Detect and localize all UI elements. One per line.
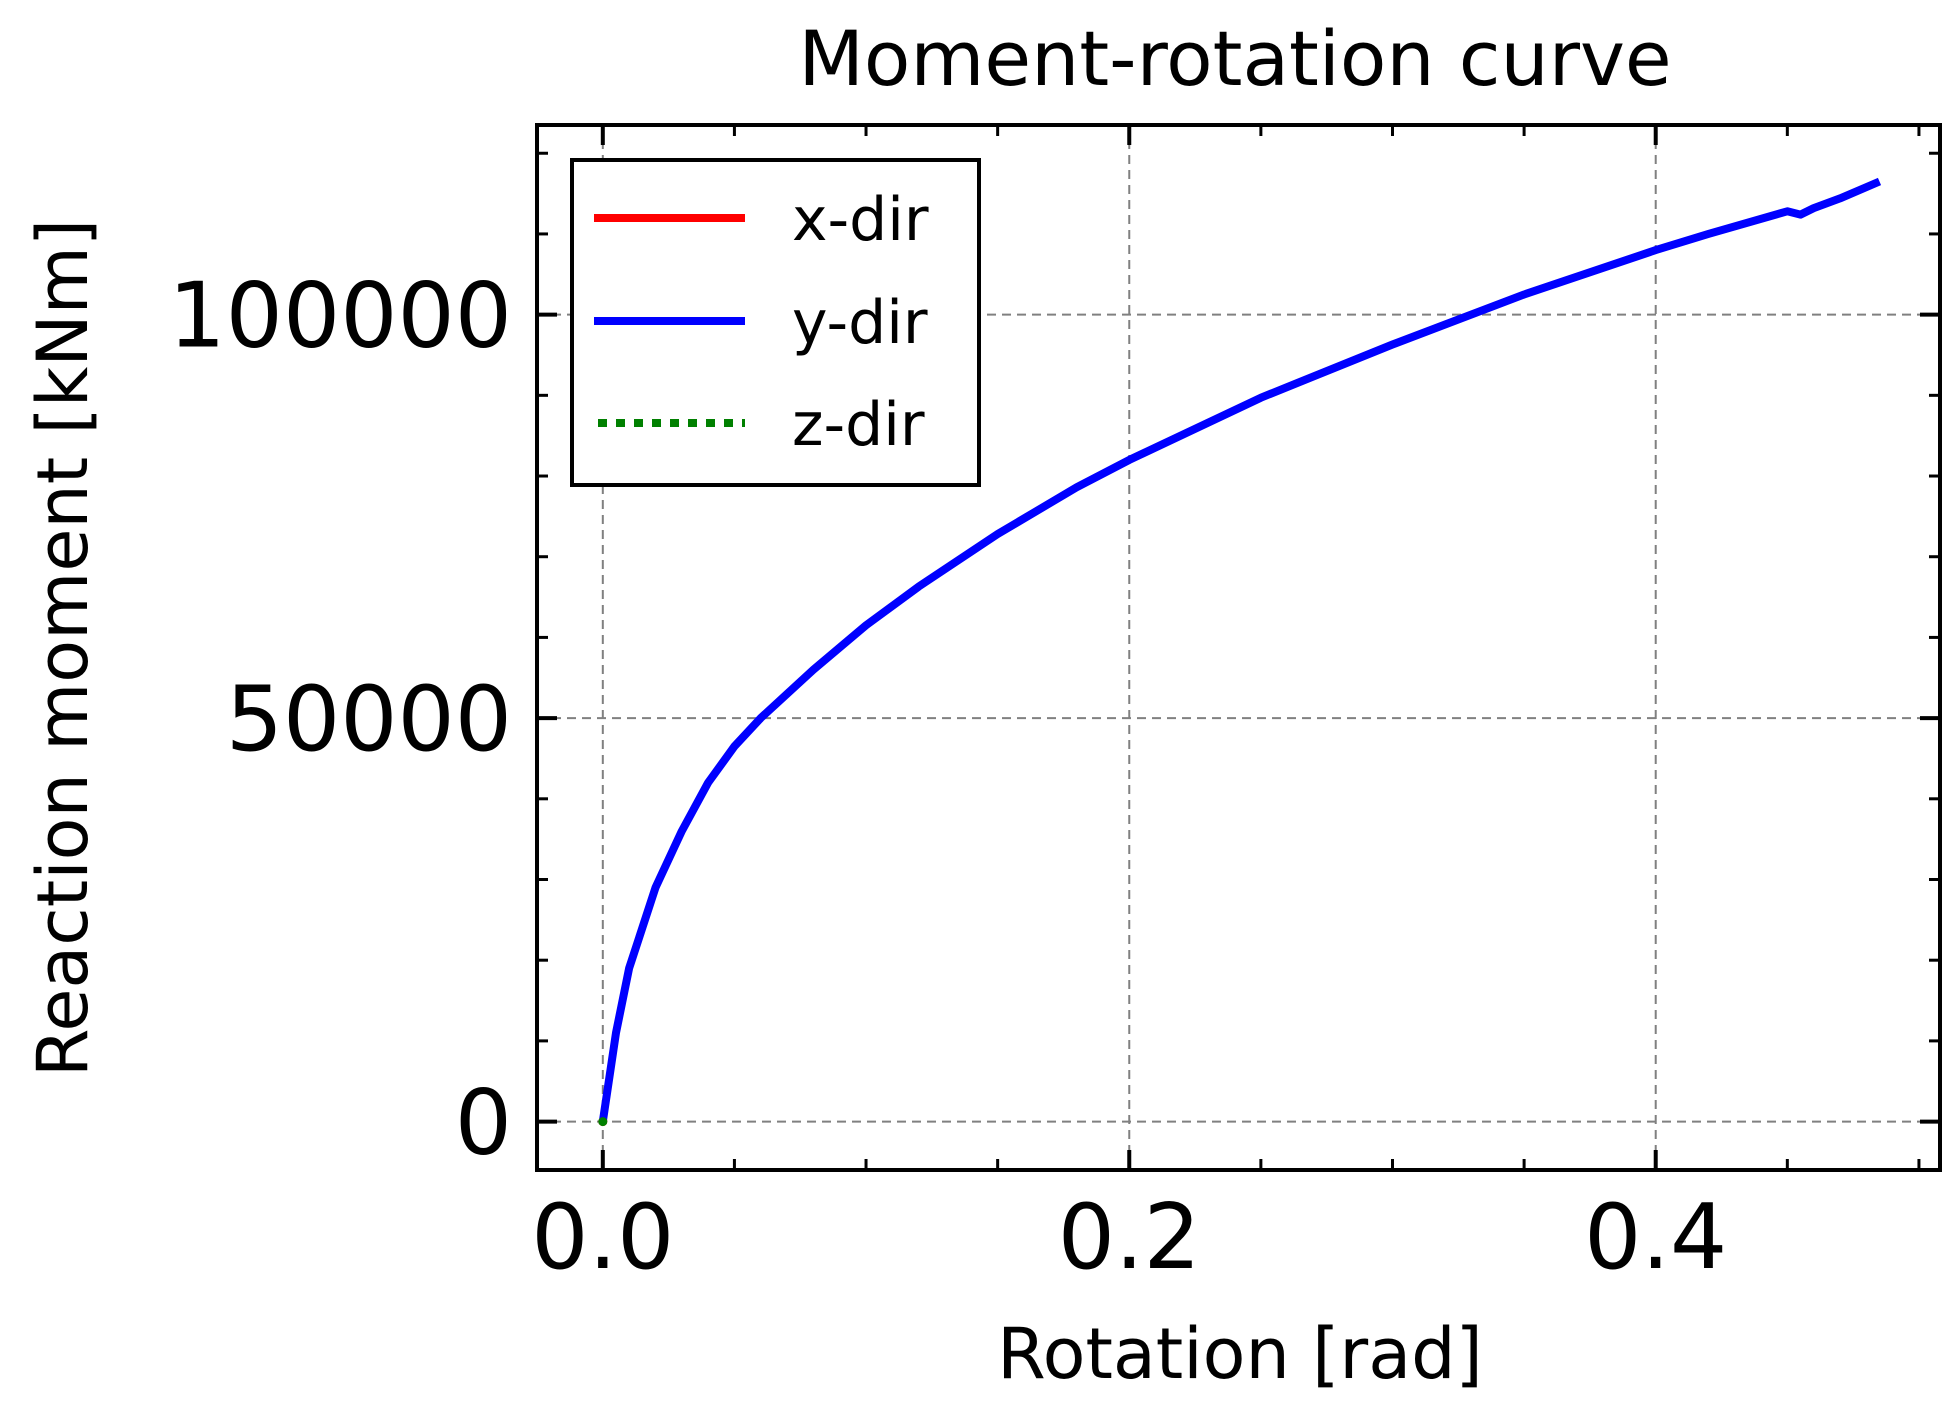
- legend-label-y-dir: y-dir: [792, 288, 928, 358]
- series-point-z-dir: [598, 1117, 608, 1127]
- y-axis-label: Reaction moment [kNm]: [22, 219, 104, 1077]
- x-tick-label: 0.4: [1584, 1185, 1727, 1290]
- legend: x-dir y-dir z-dir: [570, 158, 981, 487]
- y-tick-label: 50000: [226, 667, 512, 772]
- y-tick-label: 0: [455, 1071, 512, 1176]
- ticks: 0.0 0.2 0.4 0 50000 100000: [168, 125, 1940, 1290]
- legend-label-x-dir: x-dir: [792, 185, 929, 255]
- plot-area-border: [535, 123, 1942, 1172]
- legend-label-z-dir: z-dir: [792, 390, 925, 460]
- series-group: [598, 177, 1882, 1127]
- y-tick-label: 100000: [168, 264, 512, 369]
- x-axis-label: Rotation [rad]: [997, 1313, 1483, 1395]
- chart-title: Moment-rotation curve: [798, 14, 1671, 103]
- x-tick-label: 0.0: [531, 1185, 674, 1290]
- series-line-y-dir: [598, 177, 1882, 1123]
- x-tick-label: 0.2: [1058, 1185, 1201, 1290]
